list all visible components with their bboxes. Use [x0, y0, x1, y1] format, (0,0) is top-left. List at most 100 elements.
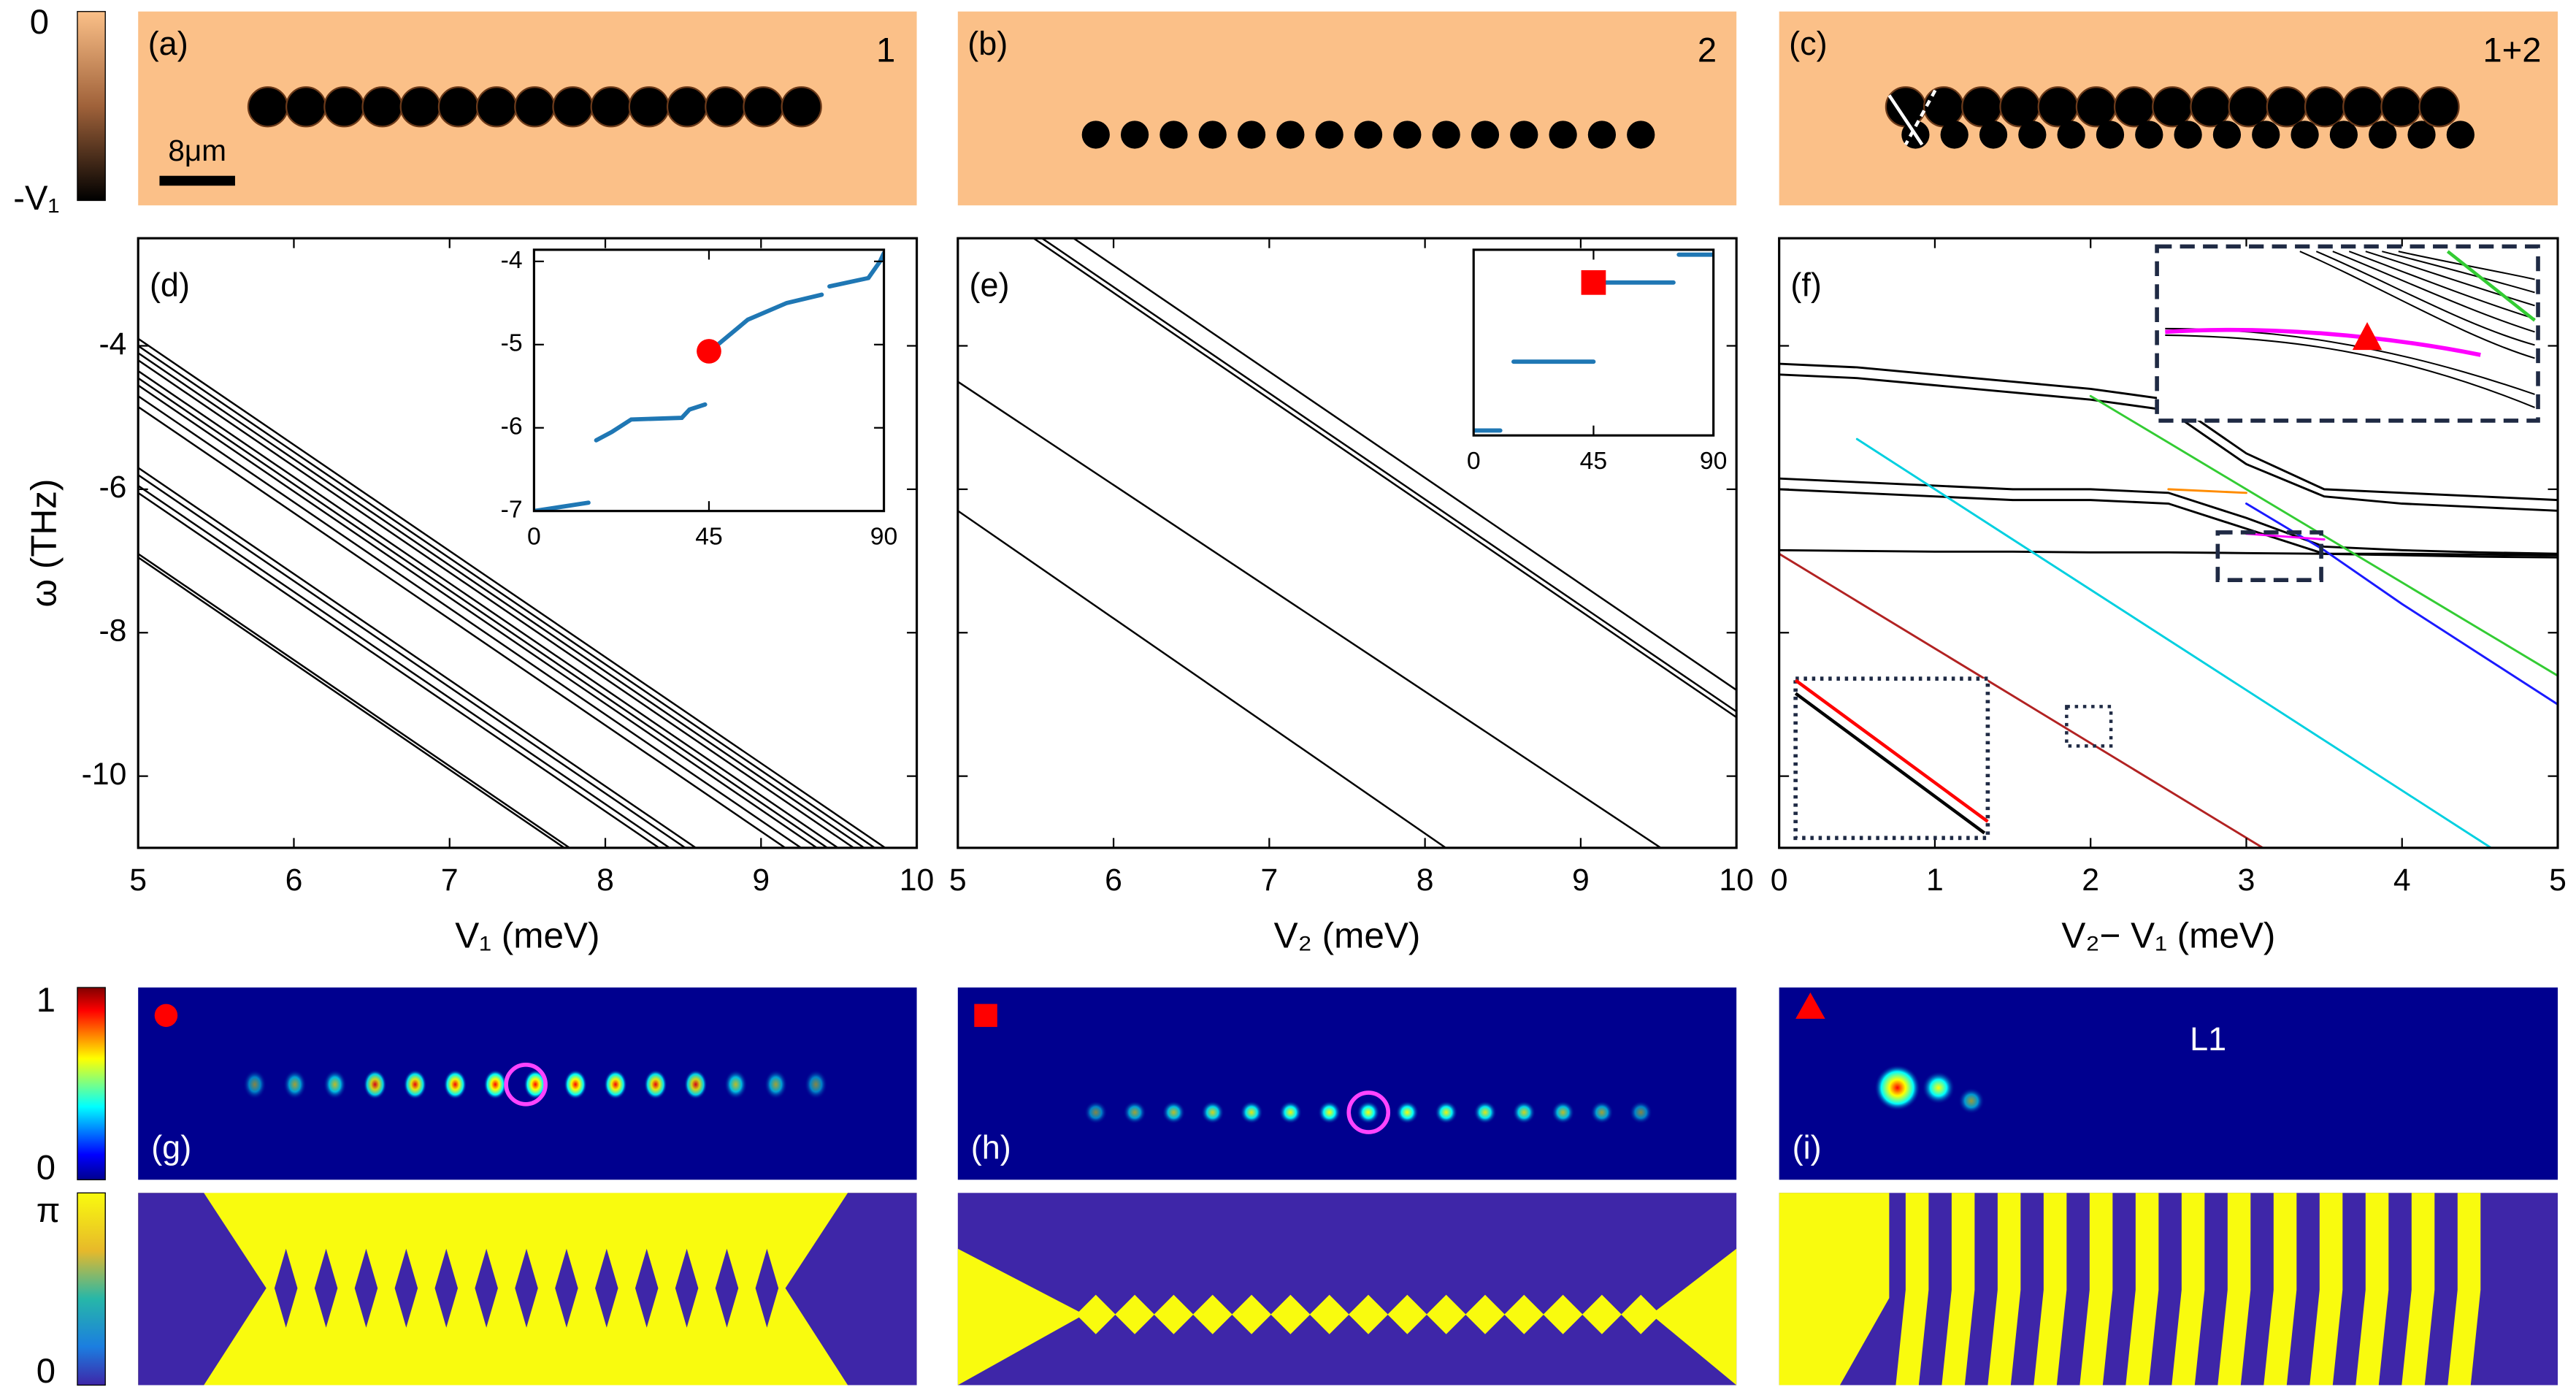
series-line — [138, 474, 687, 848]
density-spot — [1200, 1101, 1224, 1124]
state-marker — [2352, 321, 2383, 351]
series-line — [138, 352, 866, 848]
phase-stripe — [2079, 1193, 2113, 1386]
panel-tag: 1 — [876, 31, 895, 69]
series-line — [138, 359, 856, 848]
x-tick-label: 6 — [285, 863, 303, 898]
panel-tag: L1 — [2190, 1020, 2226, 1058]
phase-stripe — [1895, 1193, 1929, 1386]
zoom-line — [2165, 327, 2481, 357]
phase-diamond — [635, 1248, 659, 1328]
colorbar-label: 0 — [37, 1352, 55, 1391]
x-tick-label: 4 — [2393, 863, 2411, 898]
series-line — [1040, 238, 1737, 713]
site — [705, 86, 746, 128]
potential-panel — [957, 11, 1737, 206]
density-spot — [483, 1069, 507, 1100]
x-tick-label: 3 — [2238, 863, 2255, 898]
phase-map — [957, 1193, 1737, 1386]
density-spots — [243, 1062, 1652, 1337]
site — [1432, 121, 1460, 149]
density-spot — [243, 1069, 267, 1100]
density-spot — [1551, 1101, 1575, 1124]
site — [2057, 121, 2085, 149]
phase-stripe — [2171, 1193, 2205, 1386]
colorbar-label: 0 — [30, 3, 49, 42]
series-line — [138, 384, 819, 848]
bond-line — [1904, 89, 1937, 146]
density-map — [957, 987, 1737, 1180]
site — [1549, 121, 1577, 149]
site — [2369, 121, 2397, 149]
site — [1587, 121, 1617, 149]
lattice-sites — [247, 86, 2475, 149]
site — [1979, 121, 2008, 149]
density-spot — [1162, 1101, 1186, 1124]
site — [2152, 86, 2193, 128]
phase-stripe — [2355, 1193, 2389, 1386]
series-line — [1779, 477, 2558, 555]
site — [1940, 121, 1969, 149]
density-spot — [1123, 1101, 1146, 1124]
zoom-lines — [2165, 251, 2535, 408]
site — [323, 86, 365, 128]
panel-label: (g) — [151, 1129, 191, 1166]
site — [666, 86, 708, 128]
density-spot — [804, 1069, 828, 1100]
colorbar-label: 0 — [37, 1148, 55, 1187]
phase-diamond — [715, 1248, 739, 1328]
colorbar-label: 1 — [37, 981, 55, 1020]
site — [552, 86, 594, 128]
density-spot — [604, 1069, 627, 1100]
x-axis-title: V₂ (meV) — [1274, 916, 1421, 956]
phase-region — [785, 1193, 917, 1386]
density-spot — [1922, 1071, 1955, 1104]
phase-diamond — [755, 1248, 779, 1328]
colorbar-label: -V₁ — [13, 179, 59, 218]
phase-stripe — [1987, 1193, 2021, 1386]
site — [2174, 121, 2202, 149]
density-spot — [524, 1069, 547, 1100]
series-line — [138, 337, 887, 848]
series-line — [534, 251, 884, 511]
phase-map — [1779, 1193, 2558, 1386]
series-line — [138, 394, 803, 848]
zoom-box — [2065, 705, 2113, 748]
scale-bar-label: 8μm — [168, 134, 226, 167]
series-line — [138, 370, 840, 848]
y-tick-label: -6 — [99, 470, 126, 505]
x-tick-label: 1 — [1926, 863, 1944, 898]
x-tick-label: 6 — [1105, 863, 1122, 898]
density-spot — [1434, 1101, 1458, 1124]
density-spot — [403, 1069, 427, 1100]
series-line — [2245, 532, 2326, 541]
site — [1471, 121, 1500, 149]
bond-line — [1887, 94, 1924, 146]
site — [1120, 121, 1149, 149]
site — [2018, 121, 2047, 149]
site — [1354, 121, 1383, 149]
series-line — [2167, 488, 2247, 494]
phase-stripe — [2309, 1193, 2343, 1386]
site — [285, 86, 327, 128]
zoom-box — [2215, 530, 2323, 582]
y-tick-label: -8 — [99, 614, 126, 649]
phase-region — [957, 1248, 1085, 1386]
series-line — [138, 484, 672, 848]
site — [2407, 121, 2436, 149]
series-line — [1032, 238, 1737, 719]
site — [1510, 121, 1538, 149]
density-spot — [323, 1069, 347, 1100]
x-tick-label: 0 — [1771, 863, 1788, 898]
plot-frame — [1778, 237, 2559, 849]
site — [2212, 121, 2242, 149]
site — [2113, 86, 2155, 128]
site — [399, 86, 441, 128]
series-line — [138, 492, 661, 848]
panel-label: (c) — [1789, 25, 1827, 62]
phase-diamond — [595, 1248, 618, 1328]
series-line — [138, 467, 698, 848]
x-tick-label: 10 — [1719, 863, 1754, 898]
density-spot — [363, 1069, 387, 1100]
site — [628, 86, 670, 128]
